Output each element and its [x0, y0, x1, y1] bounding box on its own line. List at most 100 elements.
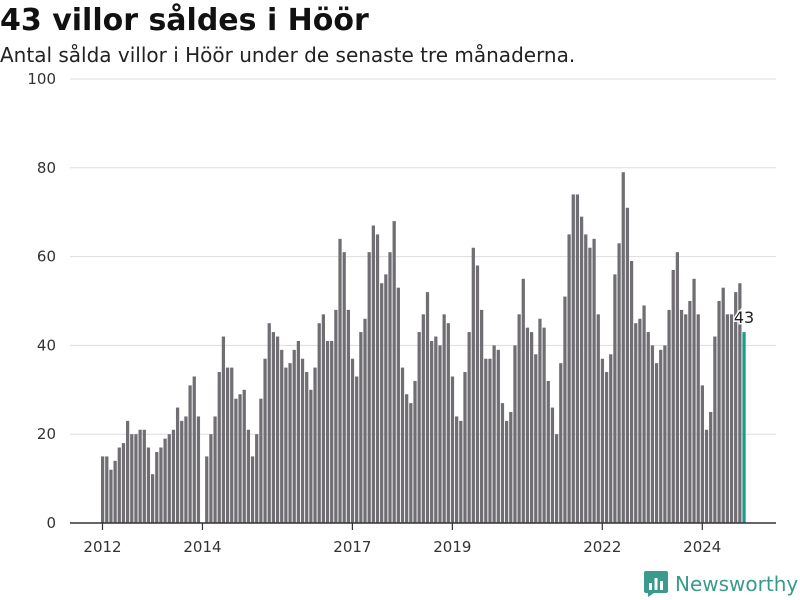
x-tick-label: 2024 [683, 538, 721, 556]
bar [663, 345, 667, 523]
bar [538, 318, 542, 523]
bar [271, 332, 276, 523]
bar [359, 332, 363, 523]
bar [180, 420, 184, 523]
bar [234, 398, 238, 523]
bar [679, 309, 684, 523]
bar [184, 416, 188, 523]
y-tick-label: 40 [37, 336, 56, 354]
bar [238, 394, 242, 523]
bar [380, 283, 384, 523]
bar [675, 252, 680, 523]
bar [171, 429, 176, 523]
bar [288, 363, 292, 523]
bar [213, 416, 217, 523]
bar [688, 301, 692, 523]
bar [267, 323, 271, 523]
bar [450, 376, 455, 523]
bar [417, 332, 421, 523]
x-tick-label: 2017 [333, 538, 371, 556]
bar [400, 367, 405, 523]
bar [371, 225, 375, 523]
bar [105, 456, 109, 523]
bar [330, 340, 334, 523]
bar [696, 314, 700, 523]
bar [117, 447, 121, 523]
bar [546, 380, 550, 523]
bar [292, 349, 296, 523]
bar [500, 403, 505, 523]
bar [692, 278, 696, 523]
bar [188, 385, 192, 523]
bar [596, 314, 600, 523]
bar [604, 372, 609, 523]
chart-title: 43 villor såldes i Höör [0, 3, 369, 38]
bar [405, 394, 409, 523]
bar [296, 340, 300, 523]
bar [592, 238, 596, 523]
bar [125, 420, 130, 523]
bar [338, 238, 342, 523]
bar [734, 292, 738, 523]
bar [221, 336, 226, 523]
bar [579, 216, 584, 523]
bar [121, 443, 126, 523]
bar [609, 354, 613, 523]
bar [588, 247, 592, 523]
bar [559, 363, 563, 523]
bar [709, 412, 713, 523]
bar [480, 309, 484, 523]
chart-subtitle: Antal sålda villor i Höör under de senas… [0, 43, 576, 67]
bar [455, 416, 459, 523]
bar [717, 301, 721, 523]
bar [513, 345, 517, 523]
bar [280, 349, 284, 523]
bar [150, 474, 155, 523]
bar [230, 367, 234, 523]
y-tick-label: 0 [46, 514, 56, 532]
bar [321, 314, 325, 523]
bar [259, 398, 263, 523]
bar [542, 327, 546, 523]
bar [521, 278, 525, 523]
bar [350, 358, 355, 523]
bar [554, 434, 559, 523]
bar [300, 358, 305, 523]
bar [425, 292, 430, 523]
bar [550, 407, 555, 523]
bar [342, 252, 346, 523]
bar [642, 305, 646, 523]
bar [496, 349, 500, 523]
bar [713, 336, 717, 523]
bar [667, 309, 671, 523]
newsworthy-logo[interactable]: Newsworthy [644, 570, 798, 598]
bar [725, 314, 729, 523]
bar [334, 309, 338, 523]
bar [446, 323, 450, 523]
bar [175, 407, 180, 523]
bar [534, 354, 538, 523]
y-tick-label: 60 [37, 248, 56, 266]
x-tick-label: 2012 [83, 538, 121, 556]
bar-highlight [742, 332, 746, 523]
bar [721, 287, 725, 523]
bar [517, 314, 521, 523]
bar [217, 372, 221, 523]
bar [434, 336, 438, 523]
bar [255, 434, 259, 523]
bar [621, 172, 625, 524]
y-tick-label: 100 [27, 70, 56, 88]
bar [475, 265, 480, 523]
bar [575, 194, 580, 523]
bar [509, 412, 513, 523]
bar [146, 447, 151, 523]
bar [392, 221, 396, 523]
bar [659, 349, 663, 523]
bar [363, 318, 367, 523]
bar [130, 434, 134, 523]
bar [196, 416, 201, 523]
bar [109, 469, 113, 523]
bar [617, 243, 621, 523]
bar [275, 336, 280, 523]
